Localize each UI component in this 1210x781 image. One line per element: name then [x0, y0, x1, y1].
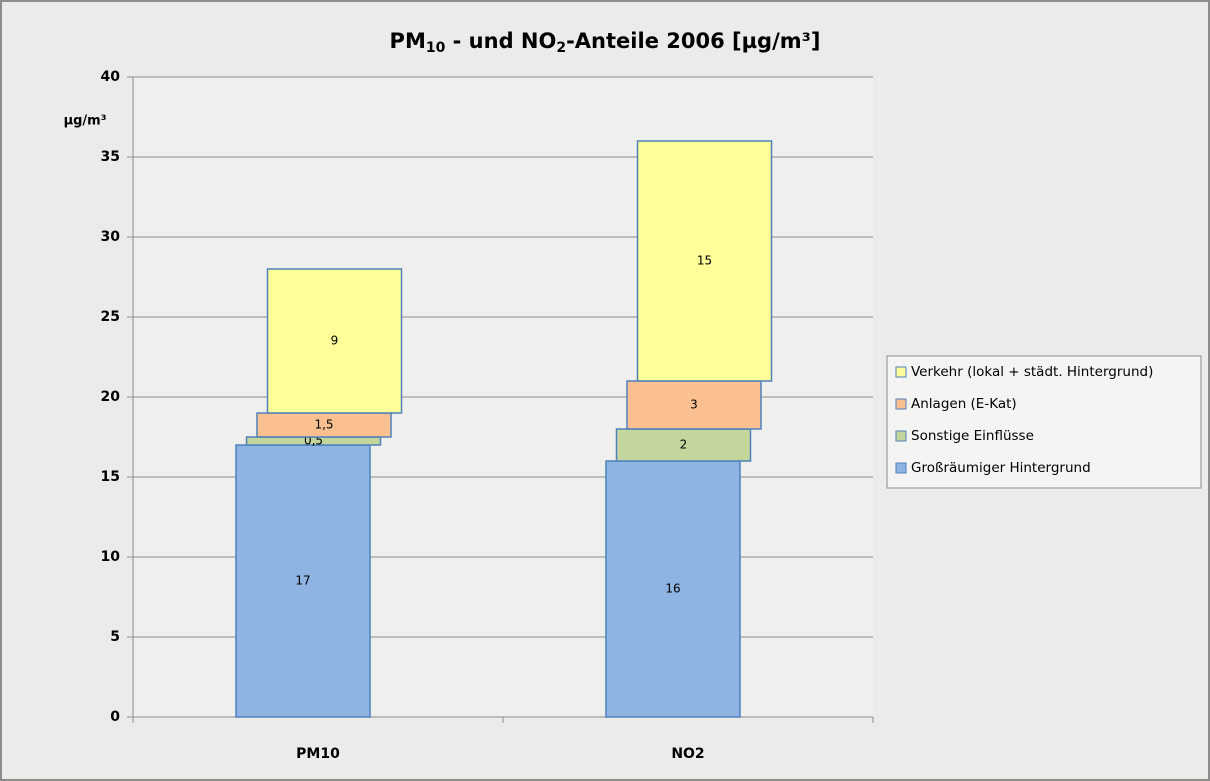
data-label: 9 — [331, 334, 339, 348]
legend-label: Sonstige Einflüsse — [911, 428, 1034, 444]
y-tick-label: 40 — [101, 69, 121, 85]
y-tick-label: 20 — [101, 389, 121, 405]
bar-segment — [605, 460, 741, 718]
bar-segment — [626, 380, 762, 430]
bar-segment — [266, 268, 403, 414]
title-part: -Anteile 2006 [µg/m³] — [566, 29, 820, 53]
y-tick-label: 0 — [110, 709, 120, 725]
data-label: 2 — [680, 438, 688, 452]
legend-swatch — [895, 366, 907, 378]
data-label: 1,5 — [314, 418, 333, 432]
legend-label: Verkehr (lokal + städt. Hintergrund) — [911, 364, 1153, 380]
y-tick-label: 35 — [101, 149, 120, 165]
bar-segment — [636, 140, 773, 382]
title-part: 2 — [556, 40, 566, 56]
y-axis-label: µg/m³ — [64, 114, 107, 129]
legend-swatch — [895, 430, 907, 442]
bar-segment — [615, 428, 752, 462]
title-part: - und NO — [445, 29, 556, 53]
data-label: 15 — [697, 254, 712, 268]
legend-swatch — [895, 462, 907, 474]
title-part: 10 — [426, 40, 446, 56]
y-tick-label: 25 — [101, 309, 120, 325]
data-label: 17 — [295, 574, 310, 588]
y-tick-label: 30 — [101, 229, 121, 245]
legend-label: Großräumiger Hintergrund — [911, 460, 1091, 476]
bar-segment — [235, 444, 371, 718]
chart-title: PM10 - und NO2-Anteile 2006 [µg/m³] — [390, 29, 821, 56]
y-tick-label: 15 — [101, 469, 120, 485]
bar-segment — [256, 412, 392, 438]
x-tick-label: PM10 — [296, 746, 340, 762]
legend-swatch — [895, 398, 907, 410]
data-label: 16 — [665, 582, 680, 596]
data-label: 3 — [690, 398, 698, 412]
y-tick-label: 5 — [110, 629, 120, 645]
y-tick-label: 10 — [101, 549, 121, 565]
title-part: PM — [390, 29, 426, 53]
legend-box — [886, 355, 1202, 489]
x-tick-label: NO2 — [671, 746, 704, 762]
legend-label: Anlagen (E-Kat) — [911, 396, 1017, 412]
